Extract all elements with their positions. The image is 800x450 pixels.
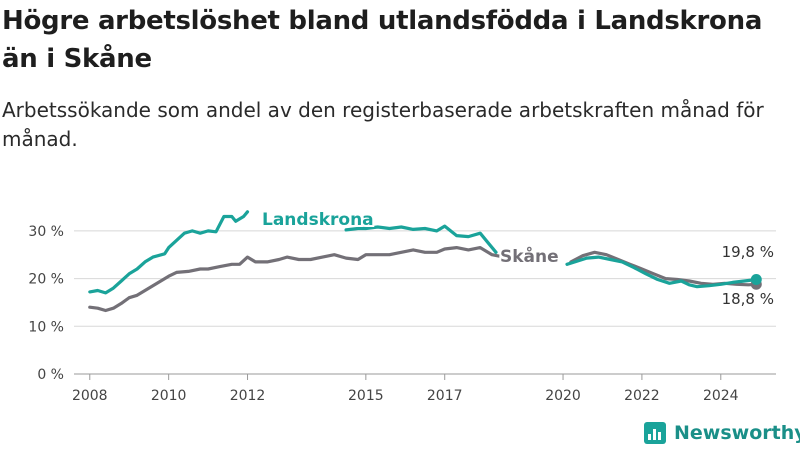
end-value-label-skane: 18,8 % — [722, 290, 774, 308]
series-line-landskrona — [344, 224, 498, 254]
x-tick-label: 2008 — [72, 388, 108, 404]
axes: 0 % 10 % 20 % 30 % 2008 2010 2012 2015 2017 2020 2… — [28, 224, 738, 404]
x-tick-label: 2022 — [624, 388, 660, 404]
x-tick-label: 2020 — [545, 388, 581, 404]
chart-subtitle: Arbetssökande som andel av den registerb… — [2, 98, 764, 151]
series-label-skane: Skåne — [500, 245, 559, 267]
newsworthy-logo-icon — [644, 422, 666, 444]
y-tick-label: 0 % — [37, 367, 64, 383]
brand-logo[interactable]: Newsworthy — [644, 420, 800, 446]
series-labels: Landskrona Skåne 19,8 % 18,8 % — [260, 208, 774, 308]
x-tick-label: 2024 — [703, 388, 739, 404]
chart-title: Högre arbetslöshet bland utlandsfödda i … — [2, 6, 763, 74]
series-line-skane — [88, 246, 506, 313]
series-line-landskrona — [88, 210, 250, 295]
x-tick-label: 2012 — [230, 388, 266, 404]
y-tick-label: 10 % — [28, 319, 64, 335]
series-lines — [88, 210, 762, 313]
x-tick-label: 2010 — [151, 388, 187, 404]
series-line-landskrona — [565, 255, 758, 289]
x-tick-label: 2015 — [348, 388, 384, 404]
y-tick-label: 20 % — [28, 272, 64, 288]
brand-name: Newsworthy — [674, 422, 800, 444]
end-point-landskrona — [750, 274, 762, 286]
series-label-landskrona: Landskrona — [262, 210, 374, 230]
y-tick-label: 30 % — [28, 224, 64, 240]
end-value-label-landskrona: 19,8 % — [722, 243, 774, 261]
x-tick-label: 2017 — [427, 388, 463, 404]
